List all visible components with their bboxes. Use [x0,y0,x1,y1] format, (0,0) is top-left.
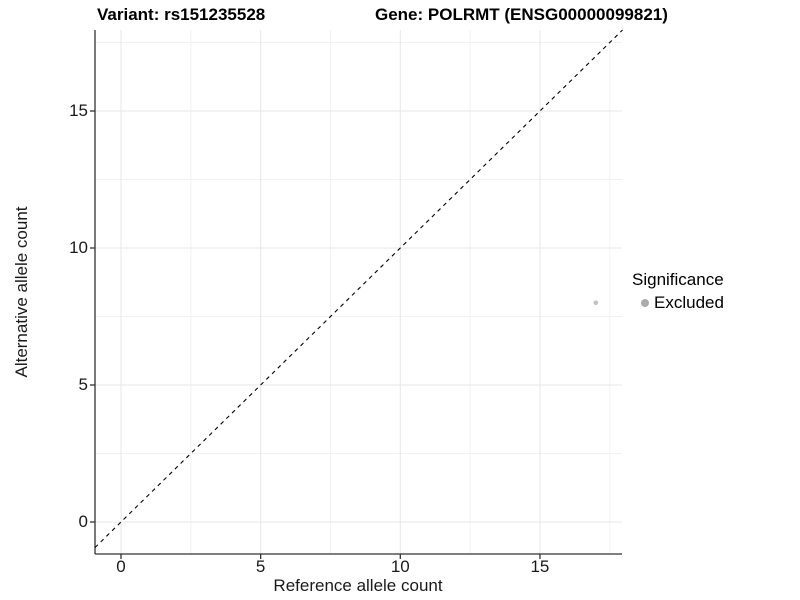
x-tick-label: 0 [116,557,126,576]
legend: Significance Excluded [632,269,724,313]
variant-title: Variant: rs151235528 [97,5,266,24]
y-axis-title: Alternative allele count [12,206,31,378]
legend-item-excluded: Excluded [632,292,724,313]
data-point [593,300,599,306]
legend-item-label: Excluded [654,293,724,312]
y-tick-label: 0 [78,512,88,531]
y-tick-label: 15 [69,101,88,120]
x-tick-label: 10 [390,557,410,576]
gene-title: Gene: POLRMT (ENSG00000099821) [375,5,668,24]
legend-title: Significance [632,270,724,289]
excluded-point-icon [641,298,649,307]
x-axis-title: Reference allele count [273,576,443,595]
y-tick-label: 10 [69,238,88,257]
y-tick-label: 5 [78,375,88,394]
x-tick-label: 5 [255,557,266,576]
x-tick-label: 15 [530,557,550,576]
identity-line [94,29,623,548]
